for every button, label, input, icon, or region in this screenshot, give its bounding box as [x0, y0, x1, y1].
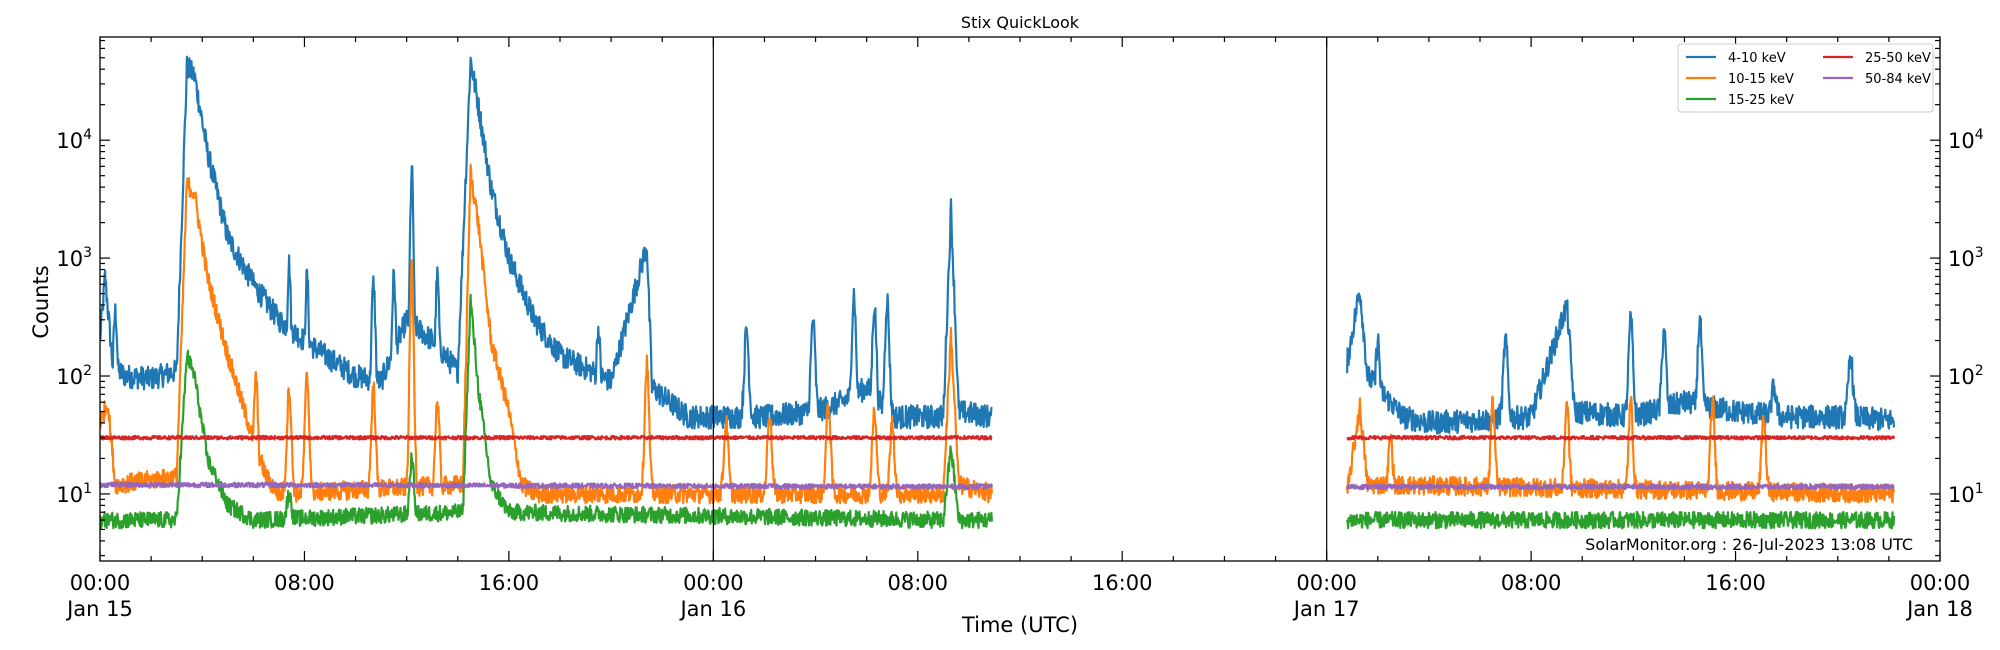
legend-label: 4-10 keV	[1728, 51, 1786, 66]
y-tick-base: 10	[56, 129, 83, 153]
y-tick-label-left: 102	[56, 363, 92, 389]
y-tick-exponent: 1	[83, 481, 92, 497]
legend-label: 10-15 keV	[1728, 72, 1794, 87]
x-tick-label: 00:00	[1910, 571, 1971, 595]
x-tick-label: 00:00	[1296, 571, 1357, 595]
credit-text: SolarMonitor.org : 26-Jul-2023 13:08 UTC	[1585, 535, 1913, 554]
series-line-15-25-kev-segment-1	[100, 293, 993, 530]
y-axis-label: Counts	[29, 265, 53, 338]
y-tick-label-left: 101	[56, 481, 92, 507]
y-tick-label-left: 104	[56, 127, 92, 153]
x-tick-label: 16:00	[1705, 571, 1766, 595]
legend-label: 15-25 keV	[1728, 93, 1794, 108]
y-tick-label-right: 104	[1948, 127, 1984, 153]
x-axis-label: Time (UTC)	[961, 613, 1078, 637]
y-tick-exponent: 1	[1975, 481, 1984, 497]
y-tick-base: 10	[1948, 365, 1975, 389]
x-tick-date-label: Jan 16	[678, 597, 746, 621]
series-line-50-84-kev-segment-1	[100, 481, 993, 491]
x-tick-label: 00:00	[683, 571, 744, 595]
y-tick-exponent: 4	[1975, 127, 1984, 143]
x-tick-label: 16:00	[479, 571, 540, 595]
axes-layer	[99, 36, 1941, 562]
x-tick-label: 08:00	[274, 571, 335, 595]
legend-label: 25-50 keV	[1865, 51, 1931, 66]
series-line-25-50-kev-segment-2	[1346, 434, 1896, 441]
x-tick-label: 00:00	[70, 571, 131, 595]
y-tick-label-right: 103	[1948, 245, 1984, 271]
y-tick-label-left: 103	[56, 245, 92, 271]
series-line-4-10-kev-segment-1	[100, 55, 993, 430]
x-tick-label: 08:00	[1501, 571, 1562, 595]
y-tick-exponent: 2	[1975, 363, 1984, 379]
x-tick-label: 16:00	[1092, 571, 1153, 595]
series-line-50-84-kev-segment-2	[1346, 483, 1895, 491]
x-tick-date-label: Jan 15	[65, 597, 133, 621]
y-tick-base: 10	[56, 247, 83, 271]
legend-box	[1677, 43, 1934, 113]
y-tick-base: 10	[1948, 247, 1975, 271]
series-line-10-15-kev-segment-1	[100, 163, 993, 505]
series-line-4-10-kev-segment-2	[1346, 292, 1896, 435]
y-tick-base: 10	[56, 365, 83, 389]
legend: 4-10 keV 10-15 keV 15-25 keV 25-50 keV 50-84…	[1677, 43, 1934, 113]
y-tick-exponent: 3	[1975, 245, 1984, 261]
y-tick-base: 10	[1948, 129, 1975, 153]
series-line-25-50-kev-segment-1	[100, 434, 993, 441]
chart-title: Stix QuickLook	[961, 13, 1080, 32]
series-line-15-25-kev-segment-2	[1346, 510, 1896, 530]
x-tick-date-label: Jan 17	[1292, 597, 1360, 621]
y-tick-exponent: 2	[83, 363, 92, 379]
series-layer	[100, 55, 1896, 530]
x-tick-label: 08:00	[888, 571, 949, 595]
y-tick-base: 10	[1948, 483, 1975, 507]
y-tick-exponent: 3	[83, 245, 92, 261]
y-tick-base: 10	[56, 483, 83, 507]
x-tick-date-label: Jan 18	[1905, 597, 1973, 621]
y-tick-exponent: 4	[83, 127, 92, 143]
y-tick-label-right: 101	[1948, 481, 1984, 507]
y-tick-label-right: 102	[1948, 363, 1984, 389]
legend-label: 50-84 keV	[1865, 72, 1931, 87]
